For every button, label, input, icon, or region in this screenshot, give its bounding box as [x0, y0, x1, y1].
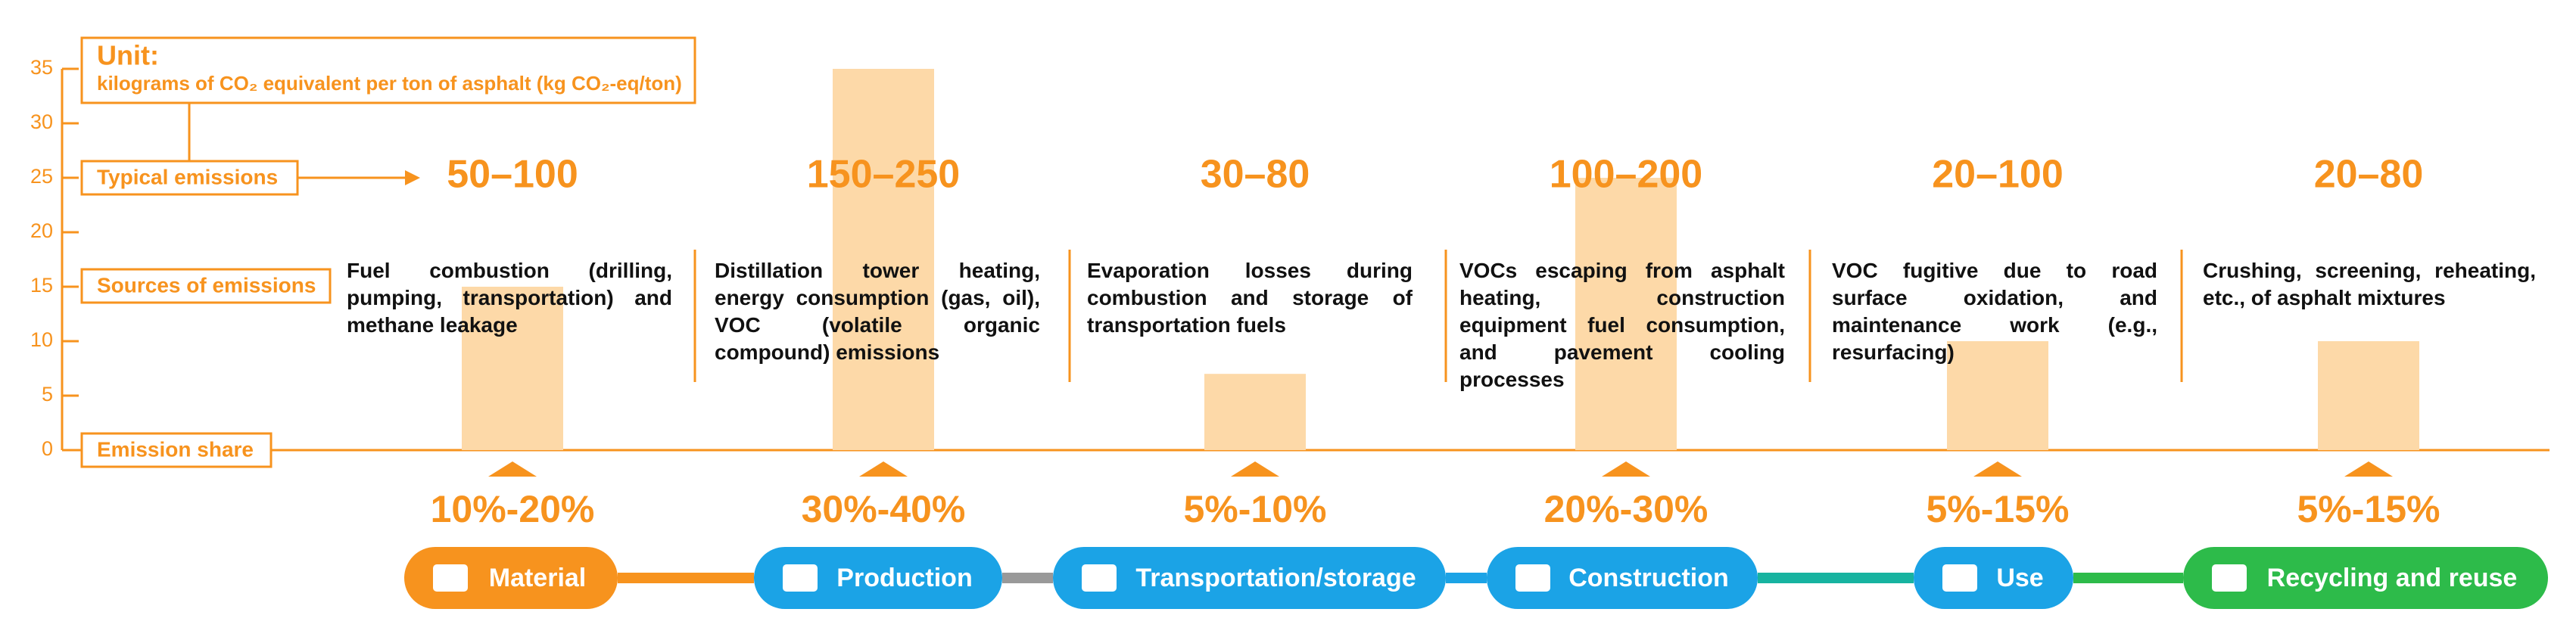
unit-box [80, 36, 696, 104]
unit-title: Unit: [97, 40, 159, 71]
emission-share: 5%-15% [1927, 488, 2070, 530]
stage-pill [2183, 547, 2548, 609]
stage-icon [1942, 564, 1977, 592]
triangle [2344, 461, 2393, 477]
triangle [1231, 461, 1279, 477]
arrow-head [405, 170, 420, 185]
bar [1947, 341, 2048, 450]
typical-emission: 20–100 [1932, 153, 2064, 197]
triangle [488, 461, 537, 477]
triangle [859, 461, 908, 477]
typical-emission: 150–250 [807, 153, 960, 197]
y-tick-label: 0 [42, 437, 53, 460]
y-tick-label: 35 [30, 56, 53, 79]
emission-share: 20%-30% [1544, 488, 1709, 530]
typical-emission: 30–80 [1201, 153, 1310, 197]
emission-source: Distillation tower heating, energy consu… [715, 259, 1040, 364]
stage-icon [1515, 564, 1550, 592]
triangle [1973, 461, 2022, 477]
stage-pill [754, 547, 1002, 609]
emission-source: Fuel combustion (drilling, pumping, tran… [347, 259, 672, 337]
stage-icon [783, 564, 818, 592]
stage-pill [1053, 547, 1446, 609]
typical-emission: 20–80 [2314, 153, 2424, 197]
emission-share: 5%-10% [1184, 488, 1327, 530]
y-tick-label: 15 [30, 274, 53, 297]
emission-share: 5%-15% [2297, 488, 2441, 530]
unit-subtitle: kilograms of CO₂ equivalent per ton of a… [97, 72, 682, 95]
emission-share: 30%-40% [802, 488, 966, 530]
stage-icon [433, 564, 468, 592]
row-label: Sources of emissions [97, 273, 316, 297]
stage-label: Transportation/storage [1135, 564, 1416, 592]
row-label: Typical emissions [97, 165, 278, 188]
emission-source: VOC fugitive due to road surface oxidati… [1832, 259, 2157, 364]
y-tick-label: 10 [30, 328, 53, 351]
stage-label: Use [1996, 564, 2043, 592]
stage-label: Material [489, 564, 587, 592]
emission-share: 10%-20% [431, 488, 595, 530]
stage-pill [1914, 547, 2073, 609]
stage-label: Recycling and reuse [2267, 564, 2518, 592]
stage-icon [1082, 564, 1117, 592]
y-tick-label: 30 [30, 110, 53, 133]
emission-source: Crushing, screening, reheating, etc., of… [2203, 259, 2536, 309]
row-label: Emission share [97, 437, 254, 461]
y-tick-label: 25 [30, 165, 53, 188]
row-label-box [80, 432, 273, 468]
bar [1204, 374, 1306, 450]
y-tick-label: 20 [30, 219, 53, 242]
stage-pill [404, 547, 618, 609]
bar [1575, 178, 1677, 450]
typical-emission: 100–200 [1550, 153, 1702, 197]
bar [2318, 341, 2419, 450]
stage-icon [2212, 564, 2247, 592]
stage-label: Production [836, 564, 972, 592]
triangle [1602, 461, 1650, 477]
stage-pill [1487, 547, 1758, 609]
bar [833, 69, 934, 450]
typical-emission: 50–100 [447, 153, 578, 197]
y-tick-label: 5 [42, 383, 53, 405]
emission-source: VOCs escaping from asphalt heating, cons… [1459, 259, 1785, 391]
bar [462, 287, 563, 450]
row-label-box [80, 268, 332, 304]
emission-source: Evaporation losses during combustion and… [1087, 259, 1413, 337]
stage-label: Construction [1568, 564, 1729, 592]
